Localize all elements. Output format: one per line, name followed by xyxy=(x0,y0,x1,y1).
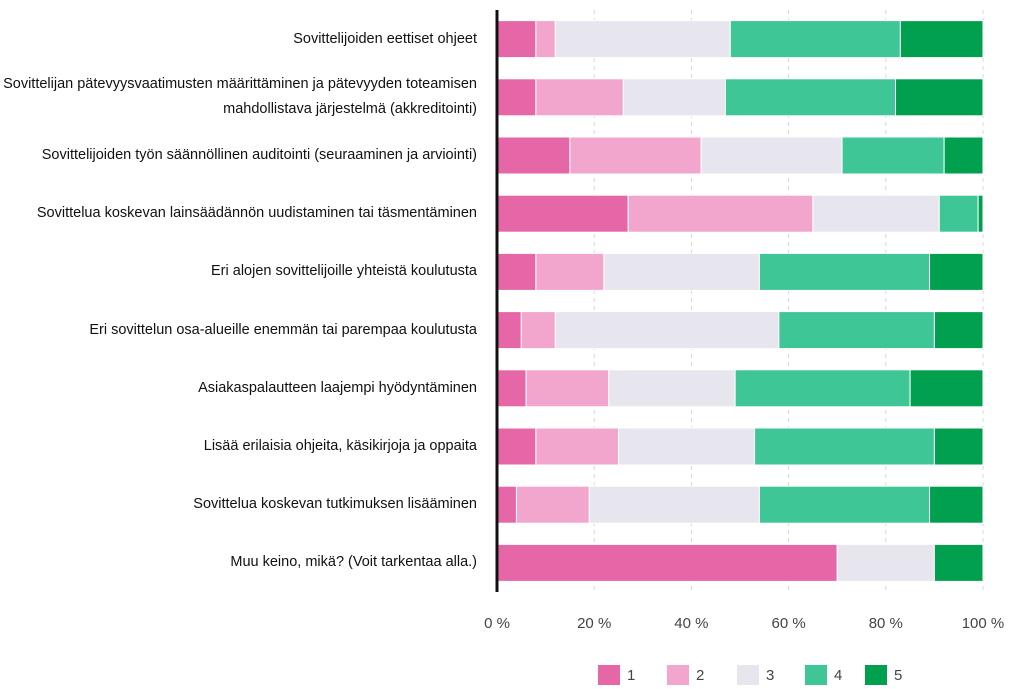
legend-label: 2 xyxy=(696,667,704,684)
bar-segment xyxy=(535,78,624,117)
category-text: Asiakaspalautteen laajempi hyödyntäminen xyxy=(198,379,477,396)
bar-segment xyxy=(608,369,736,408)
x-tick-label: 100 % xyxy=(962,615,1005,632)
category-label: Eri alojen sovittelijoille yhteistä koul… xyxy=(2,243,477,301)
bar-segment xyxy=(758,252,931,291)
bar-segment xyxy=(929,485,984,524)
bar-segment xyxy=(496,427,537,466)
bar-segment xyxy=(812,194,940,233)
bar-segment xyxy=(525,369,610,408)
bar-segment xyxy=(841,136,945,175)
bar-segment xyxy=(836,543,935,582)
bar-segment xyxy=(554,20,731,59)
legend-label: 4 xyxy=(834,667,842,684)
bar-segment xyxy=(496,485,517,524)
bar-segment xyxy=(603,252,760,291)
category-label: Sovittelijoiden eettiset ohjeet xyxy=(2,10,477,68)
bar-segment xyxy=(520,311,556,350)
category-label: Sovittelijan pätevyysvaatimusten määritt… xyxy=(2,68,477,126)
bar-segment xyxy=(618,427,756,466)
bar-segment xyxy=(569,136,702,175)
bar-segment xyxy=(496,20,537,59)
bar-segment xyxy=(627,194,814,233)
category-text: Sovittelijan pätevyysvaatimusten määritt… xyxy=(3,76,477,118)
category-text: Eri sovittelun osa-alueille enemmän tai … xyxy=(89,321,477,338)
bar-segment xyxy=(496,311,522,350)
bar-segment xyxy=(496,369,527,408)
category-label: Sovittelijoiden työn säännöllinen audito… xyxy=(2,126,477,184)
bar-segment xyxy=(496,543,838,582)
legend-swatch xyxy=(805,665,827,685)
bar-segment xyxy=(929,252,984,291)
bar-segment xyxy=(758,485,931,524)
x-tick-label: 20 % xyxy=(577,615,611,632)
legend-label: 5 xyxy=(894,667,902,684)
bar-segment xyxy=(535,20,556,59)
x-tick-label: 0 % xyxy=(484,615,510,632)
bar-segment xyxy=(729,20,901,59)
category-text: Sovittelijoiden työn säännöllinen audito… xyxy=(41,146,477,163)
bar-segment xyxy=(943,136,984,175)
bar-segment xyxy=(496,194,629,233)
bar-segment xyxy=(778,311,935,350)
category-label: Eri sovittelun osa-alueille enemmän tai … xyxy=(2,301,477,359)
legend-swatch xyxy=(865,665,887,685)
bar-segment xyxy=(895,78,984,117)
bar-segment xyxy=(515,485,590,524)
category-text: Sovittelua koskevan lainsäädännön uudist… xyxy=(36,205,477,222)
bar-segment xyxy=(496,136,571,175)
category-label: Asiakaspalautteen laajempi hyödyntäminen xyxy=(2,359,477,417)
bar-segment xyxy=(909,369,984,408)
category-label: Sovittelua koskevan lainsäädännön uudist… xyxy=(2,185,477,243)
bar-segment xyxy=(622,78,726,117)
bar-segment xyxy=(933,427,984,466)
category-text: Eri alojen sovittelijoille yhteistä koul… xyxy=(211,263,477,280)
category-label: Lisää erilaisia ohjeita, käsikirjoja ja … xyxy=(2,417,477,475)
bar-segment xyxy=(938,194,979,233)
x-tick-label: 60 % xyxy=(771,615,805,632)
x-tick-label: 80 % xyxy=(869,615,903,632)
bar-segment xyxy=(899,20,984,59)
bar-segment xyxy=(535,252,605,291)
bar-segment xyxy=(724,78,897,117)
legend-label: 1 xyxy=(627,667,635,684)
bar-segment xyxy=(700,136,843,175)
bar-segment xyxy=(535,427,620,466)
bar-segment xyxy=(496,78,537,117)
bar-segment xyxy=(977,194,984,233)
category-text: Muu keino, mikä? (Voit tarkentaa alla.) xyxy=(230,554,477,571)
legend-swatch xyxy=(598,665,620,685)
category-label: Sovittelua koskevan tutkimuksen lisäämin… xyxy=(2,476,477,534)
bar-segment xyxy=(588,485,760,524)
category-text: Sovittelua koskevan tutkimuksen lisäämin… xyxy=(193,496,477,513)
category-text: Sovittelijoiden eettiset ohjeet xyxy=(293,30,477,47)
bar-segment xyxy=(754,427,935,466)
bar-segment xyxy=(734,369,911,408)
bar-segment xyxy=(496,252,537,291)
bar-segment xyxy=(933,311,984,350)
bar-segment xyxy=(554,311,780,350)
category-label: Muu keino, mikä? (Voit tarkentaa alla.) xyxy=(2,534,477,592)
legend-label: 3 xyxy=(766,667,774,684)
bar-segment xyxy=(933,543,984,582)
x-tick-label: 40 % xyxy=(674,615,708,632)
category-text: Lisää erilaisia ohjeita, käsikirjoja ja … xyxy=(203,437,477,454)
legend-swatch xyxy=(737,665,759,685)
legend-swatch xyxy=(667,665,689,685)
